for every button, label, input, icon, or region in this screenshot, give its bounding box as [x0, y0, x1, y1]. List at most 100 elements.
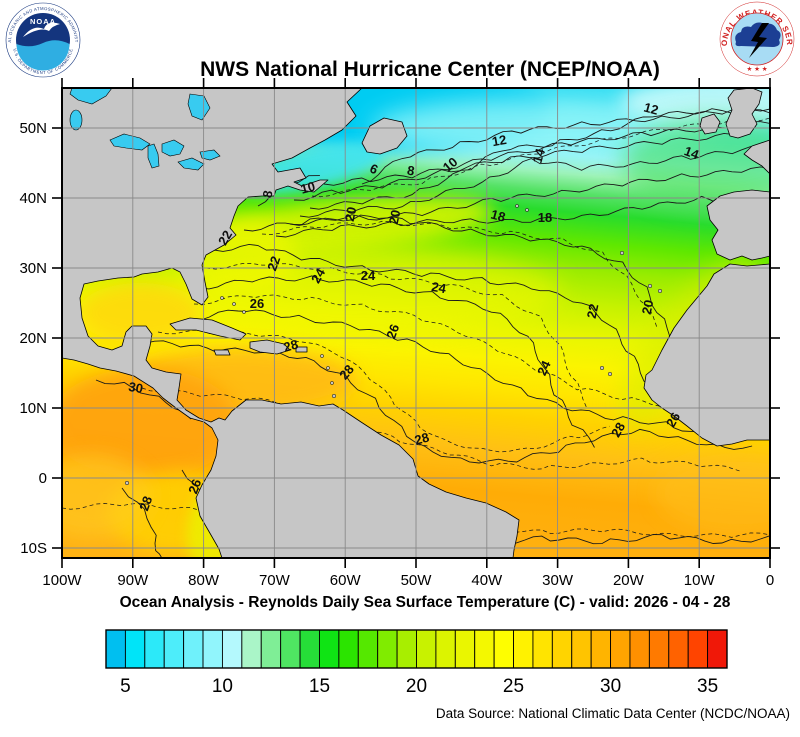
isotherm-value-label: 28 — [136, 494, 155, 513]
colorbar-segment — [668, 629, 689, 669]
lat-tick-label: 50N — [19, 120, 47, 137]
land-newfoundland — [361, 117, 408, 155]
isotherm-value-label: 24 — [534, 358, 554, 378]
lon-tick-label: 30W — [542, 572, 574, 589]
colorbar-segment — [280, 629, 301, 669]
noaa-logo: NATIONAL OCEANIC AND ATMOSPHERIC ADMINIS… — [0, 0, 81, 78]
isotherm-value-label: 10 — [299, 179, 317, 197]
hudson-bay — [69, 88, 113, 105]
lat-tick-label: 10S — [20, 540, 47, 557]
data-source-note: Data Source: National Climatic Data Cent… — [436, 706, 790, 721]
nws-lightning-icon — [749, 23, 769, 58]
lon-tick-label: 70W — [259, 572, 291, 589]
colorbar-segment — [493, 629, 514, 669]
lon-tick-label: 0 — [766, 572, 774, 589]
isotherm-line — [121, 487, 162, 558]
isotherm-line-dashed — [193, 294, 671, 407]
isotherm-value-label: 22 — [215, 228, 235, 248]
colorbar-tick-label: 10 — [212, 676, 233, 697]
colorbar-segment — [105, 629, 126, 669]
land-masses — [62, 88, 770, 558]
land-ireland — [699, 113, 721, 135]
colorbar-tick-label: 20 — [406, 676, 427, 697]
isotherm-value-label: 28 — [413, 430, 431, 448]
colorbar-segment — [319, 629, 340, 669]
isotherm-line — [243, 214, 687, 359]
lakes — [69, 88, 221, 171]
isotherm-value-label: 18 — [538, 210, 552, 225]
map-frame — [61, 87, 771, 559]
lat-tick-label: 10N — [19, 400, 47, 417]
colorbar-segment — [610, 629, 631, 669]
isotherm-line — [299, 146, 770, 218]
nws-ring-text: NATIONAL WEATHER SERVICE — [0, 0, 794, 46]
nws-ring-stars: ★ ★ ★ — [746, 65, 767, 73]
lake-huron — [161, 139, 185, 157]
isotherm-value-label: 20 — [639, 298, 657, 315]
land-great-britain — [725, 88, 763, 139]
colorbar-tick-label: 5 — [120, 676, 131, 697]
colorbar-tick-label: 35 — [697, 676, 718, 697]
isotherm-value-label: 26 — [663, 410, 683, 430]
isotherm-line-dashed — [141, 387, 742, 473]
land-iberia — [706, 189, 770, 261]
noaa-seagull-icon — [23, 22, 60, 37]
lon-tick-label: 10W — [684, 572, 716, 589]
isotherm-value-label: 8 — [260, 189, 276, 199]
isotherm-line — [289, 166, 770, 226]
lon-tick-label: 90W — [117, 572, 149, 589]
colorbar-segment — [571, 629, 592, 669]
colorbar-segment — [260, 629, 282, 669]
colorbar-segment — [474, 629, 495, 669]
lake-erie — [177, 157, 205, 171]
isotherm-value-label: 24 — [430, 279, 448, 296]
isotherm-value-label: 12 — [642, 100, 660, 118]
isotherm-line-dashed — [311, 117, 770, 198]
colorbar-segment — [629, 629, 650, 669]
colorbar-segment — [590, 629, 612, 669]
isotherm-value-label: 20 — [386, 208, 404, 225]
colorbar-segment — [221, 629, 243, 669]
colorbar-tick-label: 30 — [600, 676, 621, 697]
small-islands — [124, 204, 663, 486]
noaa-emblem-sea — [16, 40, 70, 71]
colorbar-segment — [202, 629, 223, 669]
colorbar-segment — [377, 629, 398, 669]
colorbar-segment — [396, 629, 417, 669]
island-puerto-rico — [295, 346, 308, 353]
colorbar-segment — [241, 629, 262, 669]
isotherm-value-label: 14 — [530, 146, 548, 165]
isotherm-value-label: 30 — [127, 379, 144, 396]
land-france — [743, 139, 770, 175]
isotherm-line — [95, 379, 192, 420]
colorbar-segment — [551, 629, 573, 669]
colorbar-segment — [338, 629, 359, 669]
colorbar-segment — [357, 629, 379, 669]
isotherm-value-label: 14 — [682, 143, 701, 162]
colorbar-segment — [513, 629, 534, 669]
isotherm-value-label: 24 — [361, 268, 376, 283]
colorbar-segment — [183, 629, 204, 669]
isotherm-value-label: 22 — [264, 254, 283, 273]
isotherm-value-label: 20 — [342, 205, 360, 222]
page-title: NWS National Hurricane Center (NCEP/NOAA… — [200, 58, 660, 81]
graticule — [62, 88, 770, 558]
island-jamaica — [213, 349, 231, 356]
isotherm-value-label: 28 — [282, 337, 300, 355]
land-africa — [643, 263, 770, 447]
lon-tick-label: 80W — [188, 572, 220, 589]
isotherm-line — [213, 243, 661, 408]
isotherm-value-label: 18 — [489, 207, 507, 225]
isotherm-value-label: 26 — [185, 477, 204, 496]
colorbar-segment — [454, 629, 476, 669]
lake-winnipeg — [69, 109, 83, 131]
colorbar-segment — [124, 629, 146, 669]
colorbar-segment — [707, 629, 728, 669]
isotherm-line — [127, 339, 753, 464]
lat-tick-label: 30N — [19, 260, 47, 277]
lat-tick-label: 0 — [39, 470, 47, 487]
colorbar-segment — [648, 629, 670, 669]
